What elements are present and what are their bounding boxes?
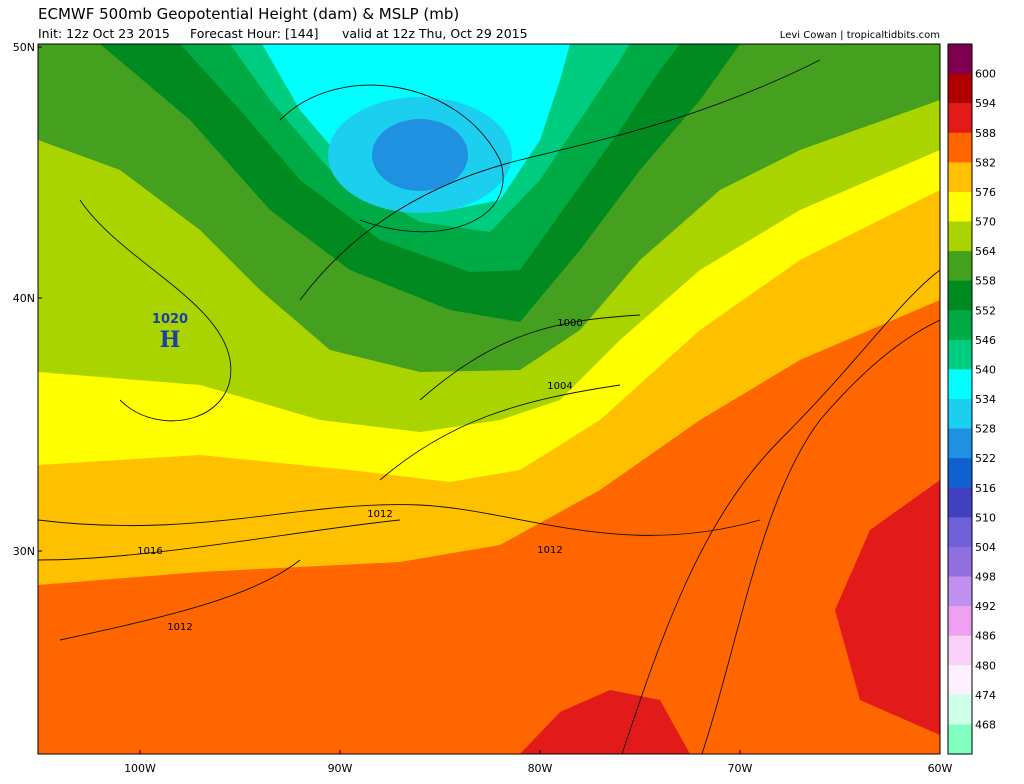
colorbar-swatch [948, 310, 972, 341]
colorbar-swatch [948, 162, 972, 193]
colorbar-swatch [948, 428, 972, 459]
forecast-hour: Forecast Hour: [144] [190, 26, 319, 41]
colorbar-swatch [948, 191, 972, 222]
colorbar-swatch [948, 221, 972, 252]
isobar [279, 84, 504, 233]
pressure-label: 1012 [167, 622, 192, 633]
colorbar-frame [947, 43, 973, 755]
isobar [701, 319, 940, 754]
height-band [835, 480, 940, 735]
valid-time: valid at 12z Thu, Oct 29 2015 [342, 26, 528, 41]
colorbar-label: 480 [975, 659, 996, 672]
colorbar-swatch [948, 487, 972, 518]
colorbar-label: 474 [975, 689, 996, 702]
pressure-label: 1004 [547, 381, 572, 392]
longitude-label: 100W [124, 762, 156, 775]
isobar [38, 504, 761, 536]
colorbar-label: 576 [975, 186, 996, 199]
latitude-label: 30N [13, 545, 35, 558]
isobar [59, 559, 301, 641]
colorbar-label: 522 [975, 452, 996, 465]
pressure-label: 1012 [537, 545, 562, 556]
height-band [372, 119, 468, 191]
isobar [299, 59, 821, 301]
colorbar-label: 498 [975, 571, 996, 584]
latitude-label: 40N [13, 292, 35, 305]
colorbar-swatch [948, 458, 972, 489]
colorbar-label: 510 [975, 511, 996, 524]
pressure-label: 1016 [137, 546, 162, 557]
colorbar-swatch [948, 280, 972, 311]
isobar [419, 314, 641, 401]
height-band [520, 690, 690, 754]
colorbar-swatch [948, 517, 972, 548]
colorbar-swatch [948, 103, 972, 134]
colorbar-label: 528 [975, 423, 996, 436]
colorbar-label: 594 [975, 97, 996, 110]
colorbar-swatch [948, 694, 972, 725]
colorbar-swatch [948, 665, 972, 696]
colorbar-label: 504 [975, 541, 996, 554]
colorbar-label: 558 [975, 275, 996, 288]
colorbar-label: 540 [975, 363, 996, 376]
colorbar-swatch [948, 635, 972, 666]
pressure-label: 1012 [367, 509, 392, 520]
colorbar-swatch [948, 73, 972, 104]
colorbar-swatch [948, 399, 972, 430]
init-time: Init: 12z Oct 23 2015 [38, 26, 170, 41]
colorbar-label: 588 [975, 127, 996, 140]
colorbar-swatch [948, 546, 972, 577]
latitude-label: 50N [13, 41, 35, 54]
longitude-label: 80W [528, 762, 553, 775]
colorbar-swatch [948, 251, 972, 282]
isobar [38, 519, 401, 561]
colorbar-label: 492 [975, 600, 996, 613]
colorbar-label: 582 [975, 156, 996, 169]
colorbar-swatch [948, 724, 972, 755]
isobar [79, 199, 232, 422]
colorbar-swatch [948, 44, 972, 75]
colorbar-label: 486 [975, 630, 996, 643]
title: ECMWF 500mb Geopotential Height (dam) & … [38, 5, 459, 23]
map-frame [37, 43, 941, 755]
longitude-label: 60W [928, 762, 953, 775]
colorbar-label: 552 [975, 304, 996, 317]
pressure-label: 1000 [557, 318, 582, 329]
colorbar-label: 534 [975, 393, 996, 406]
credit: Levi Cowan | tropicaltidbits.com [780, 30, 940, 41]
colorbar-swatch [948, 369, 972, 400]
colorbar-label: 468 [975, 718, 996, 731]
high-pressure-value: 1020 [152, 312, 188, 327]
high-pressure-letter: H [160, 327, 181, 353]
longitude-label: 70W [728, 762, 753, 775]
longitude-label: 90W [328, 762, 353, 775]
colorbar-swatch [948, 339, 972, 370]
colorbar-label: 516 [975, 482, 996, 495]
colorbar: 600 594 588 582 576 570 564 558 552 546 540 534 528 5… [947, 43, 996, 755]
colorbar-label: 546 [975, 334, 996, 347]
colorbar-swatch [948, 576, 972, 607]
colorbar-label: 570 [975, 216, 996, 229]
colorbar-swatch [948, 132, 972, 163]
isobar [621, 269, 940, 754]
colorbar-label: 600 [975, 68, 996, 81]
colorbar-label: 564 [975, 245, 996, 258]
colorbar-swatch [948, 606, 972, 637]
isobar [379, 384, 621, 481]
